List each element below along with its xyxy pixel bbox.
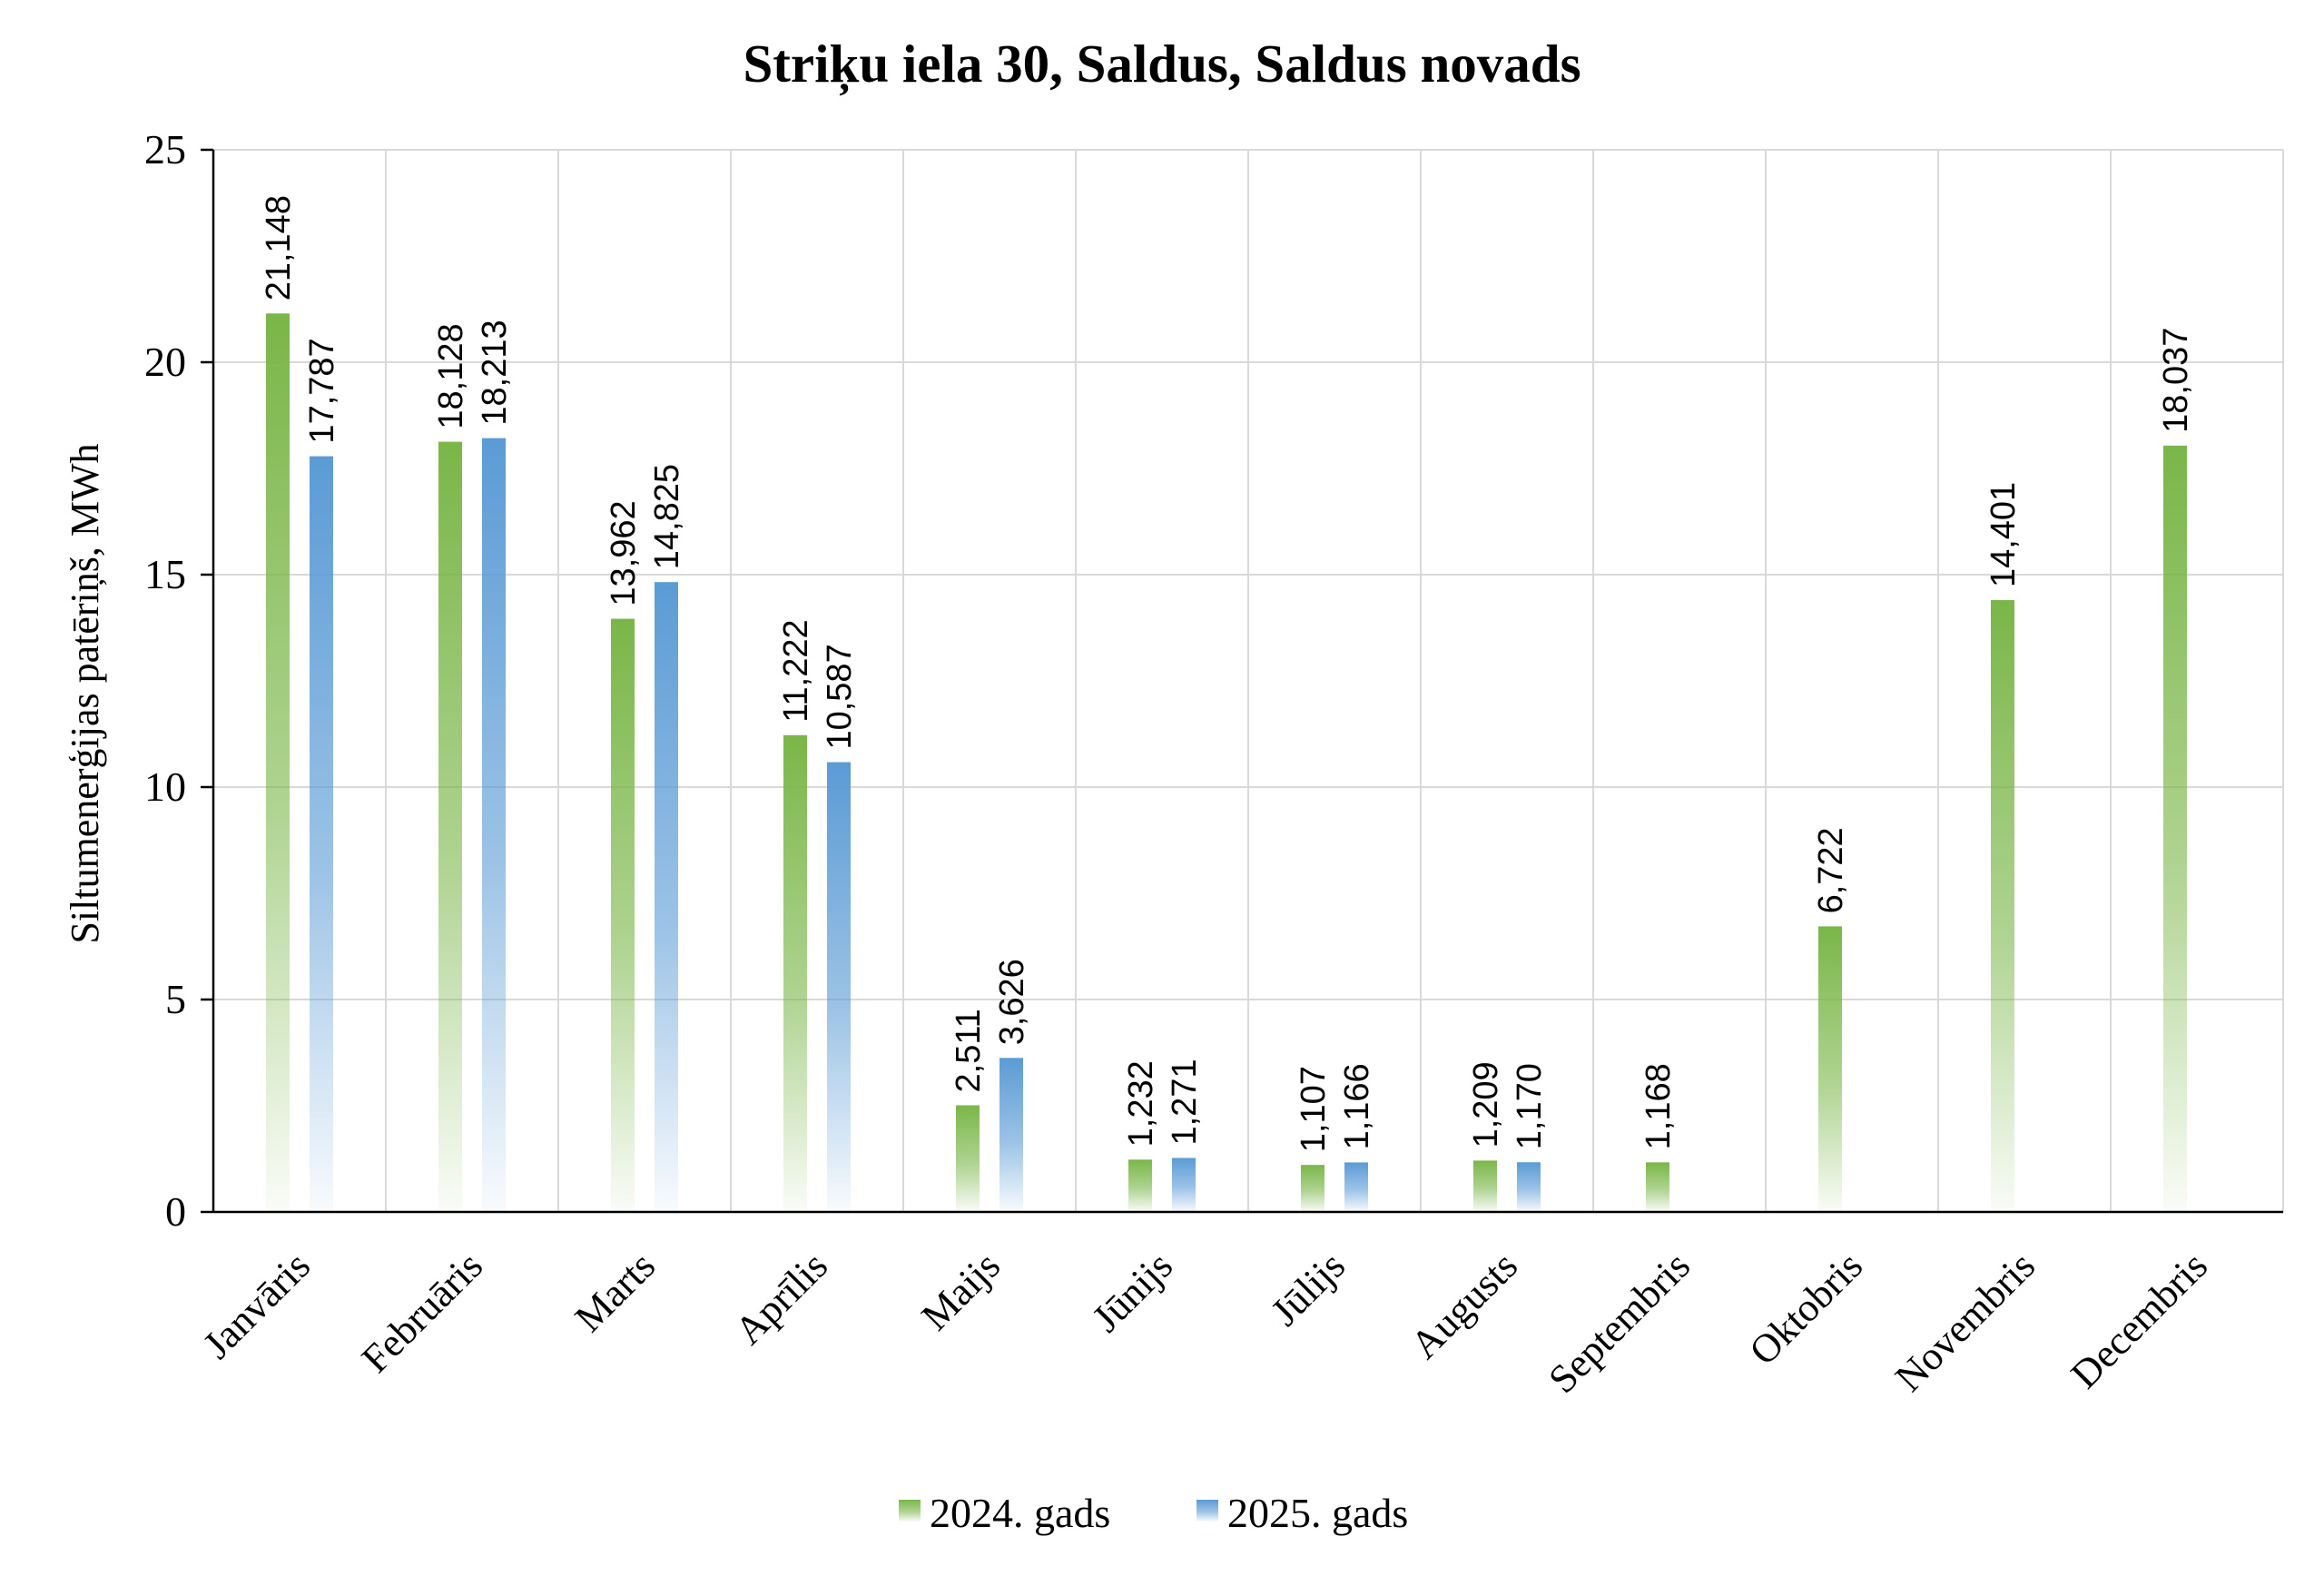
bar xyxy=(1473,1160,1497,1212)
bar xyxy=(438,441,462,1212)
data-label: 18,128 xyxy=(432,323,470,428)
data-label: 3,626 xyxy=(993,959,1031,1045)
data-label: 1,232 xyxy=(1122,1060,1160,1147)
x-tick-label: Janvāris xyxy=(194,1243,319,1367)
legend-label: 2025. gads xyxy=(1227,1490,1408,1536)
legend: 2024. gads 2025. gads xyxy=(899,1490,1408,1536)
data-label: 14,825 xyxy=(648,464,686,569)
data-label: 14,401 xyxy=(1984,482,2023,587)
x-tick-label: Augusts xyxy=(1402,1243,1526,1367)
legend-swatch xyxy=(1196,1500,1218,1522)
bar xyxy=(1000,1058,1023,1212)
x-tick-label: Aprīlis xyxy=(726,1243,836,1353)
bar xyxy=(1128,1159,1152,1212)
x-tick-label: Decembris xyxy=(2063,1243,2216,1396)
bar xyxy=(310,456,333,1213)
y-tick-label: 10 xyxy=(144,763,186,810)
x-tick-label: Oktobris xyxy=(1741,1243,1872,1374)
bar xyxy=(266,313,290,1213)
bar xyxy=(1172,1157,1196,1212)
y-tick-label: 5 xyxy=(165,976,186,1022)
x-tick-label: Marts xyxy=(566,1243,664,1340)
data-label: 10,587 xyxy=(821,644,859,749)
bar xyxy=(956,1105,980,1212)
data-label: 21,148 xyxy=(260,195,298,300)
y-tick-label: 0 xyxy=(165,1188,186,1235)
x-tick-label: Maijs xyxy=(913,1243,1009,1339)
bars xyxy=(266,313,2187,1213)
chart-title: Striķu iela 30, Saldus, Saldus novads xyxy=(743,34,1581,96)
bar xyxy=(783,734,807,1212)
y-axis-label: Siltumenerģijas patēriņš, MWh xyxy=(63,443,107,943)
bar xyxy=(611,618,635,1212)
data-label: 18,037 xyxy=(2157,328,2195,433)
y-tick-label: 15 xyxy=(144,551,186,597)
legend-label: 2024. gads xyxy=(930,1490,1110,1536)
y-tick-label: 25 xyxy=(144,126,186,172)
data-label: 6,722 xyxy=(1812,827,1850,913)
gridlines xyxy=(213,149,2284,1212)
y-tick-label: 20 xyxy=(144,339,186,385)
axes: 0 5 10 15 20 25 Janvāris Februāris Marts Aprīlis M… xyxy=(144,126,2283,1402)
bar xyxy=(1344,1162,1368,1212)
bar xyxy=(827,762,851,1212)
x-tick-label: Septembris xyxy=(1540,1243,1699,1402)
data-label: 1,168 xyxy=(1640,1063,1678,1149)
bar xyxy=(1991,600,2014,1212)
x-tick-label: Jūlijs xyxy=(1263,1243,1354,1334)
bar xyxy=(1301,1165,1324,1212)
bar xyxy=(655,582,678,1212)
data-label: 1,166 xyxy=(1338,1063,1376,1149)
data-label: 1,209 xyxy=(1467,1061,1505,1148)
data-label: 1,170 xyxy=(1511,1063,1549,1149)
data-label: 18,213 xyxy=(476,320,514,425)
data-label: 17,787 xyxy=(303,338,341,443)
bar xyxy=(1646,1162,1669,1212)
legend-swatch xyxy=(899,1500,921,1522)
data-label: 1,107 xyxy=(1295,1066,1333,1152)
bar xyxy=(482,438,506,1212)
bar xyxy=(1517,1162,1541,1212)
x-tick-label: Novembris xyxy=(1886,1243,2043,1400)
x-tick-label: Februāris xyxy=(353,1243,491,1381)
data-label: 1,271 xyxy=(1166,1059,1204,1145)
data-label: 11,222 xyxy=(777,619,815,722)
bar xyxy=(1818,926,1842,1212)
data-label: 13,962 xyxy=(605,500,643,606)
x-tick-label: Jūnijs xyxy=(1084,1243,1181,1340)
data-label: 2,511 xyxy=(950,1009,988,1092)
bar xyxy=(2163,445,2187,1212)
